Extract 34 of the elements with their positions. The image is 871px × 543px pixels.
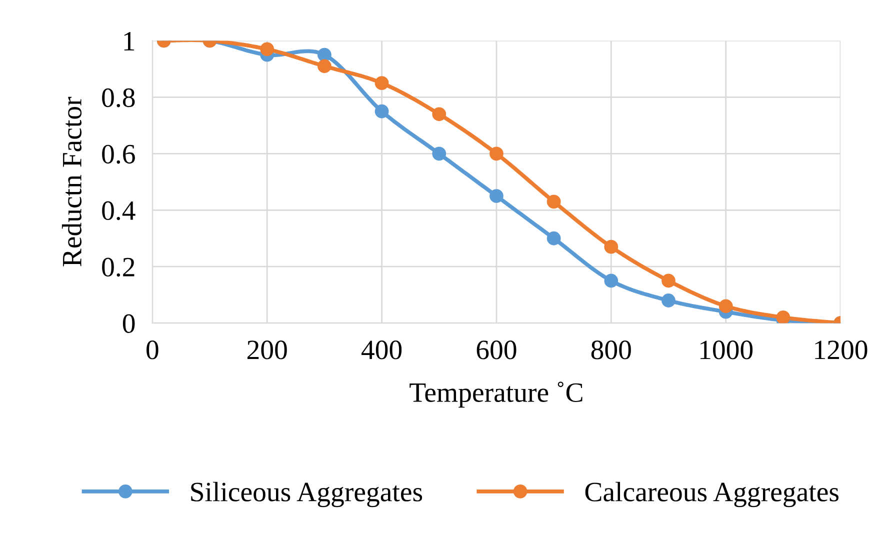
x-tick-label: 1200 <box>815 340 868 360</box>
point <box>374 104 389 118</box>
y-tick-label: 0.2 <box>102 258 134 277</box>
y-tick-label: 1 <box>124 32 134 50</box>
x-tick-label: 0 <box>146 340 158 360</box>
point <box>604 274 618 288</box>
y-tick-label: 0.6 <box>102 144 135 164</box>
x-axis-title: Temperature ˚C <box>410 382 582 408</box>
x-tick-label: 600 <box>476 340 516 360</box>
y-tick-label: 0.4 <box>102 201 136 220</box>
point <box>432 107 446 122</box>
point <box>776 310 790 324</box>
point <box>432 146 446 161</box>
y-axis-title: Reductn Factor <box>62 96 82 266</box>
point <box>546 194 561 209</box>
point <box>490 146 504 161</box>
point <box>604 240 618 254</box>
point <box>318 48 332 62</box>
x-tick-label: 200 <box>247 340 287 360</box>
point <box>490 189 504 203</box>
point <box>260 42 274 56</box>
point <box>662 294 676 308</box>
point <box>546 231 561 246</box>
x-tick-label: 1000 <box>700 340 753 360</box>
legend-label: Siliceous Aggregates <box>191 482 422 508</box>
point <box>718 299 733 314</box>
legend-label: Calcareous Aggregates <box>585 482 838 508</box>
x-tick-label: 400 <box>362 340 402 360</box>
point <box>374 76 389 90</box>
y-tick-label: 0.8 <box>102 88 135 108</box>
point <box>318 59 332 74</box>
x-tick-label: 800 <box>591 340 631 360</box>
y-tick-label: 0 <box>122 314 135 333</box>
point <box>662 274 676 288</box>
